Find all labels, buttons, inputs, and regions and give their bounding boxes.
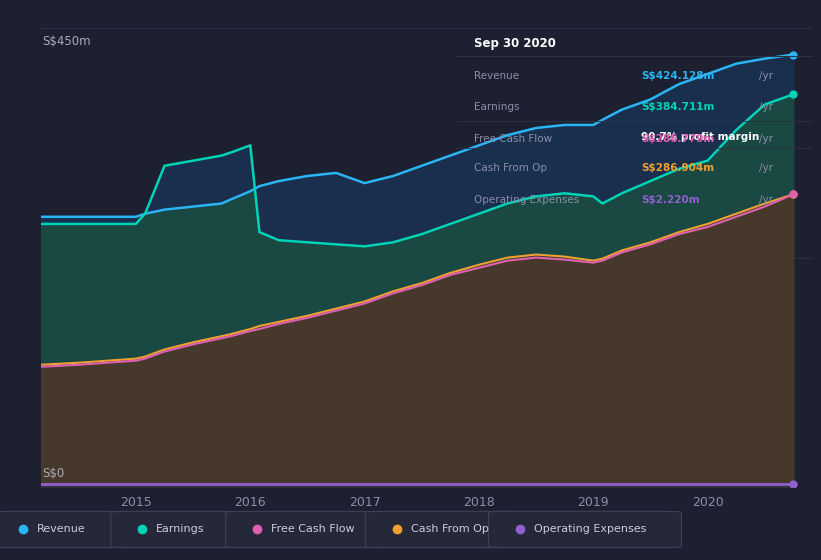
Text: S$286.779m: S$286.779m [641,134,714,144]
Text: Free Cash Flow: Free Cash Flow [474,134,552,144]
Text: Revenue: Revenue [474,71,519,81]
Text: /yr: /yr [759,102,773,112]
Text: Operating Expenses: Operating Expenses [474,195,579,204]
FancyBboxPatch shape [0,511,123,548]
Text: S$384.711m: S$384.711m [641,102,715,112]
FancyBboxPatch shape [488,511,681,548]
Text: Revenue: Revenue [37,524,85,534]
Text: Earnings: Earnings [156,524,204,534]
Text: S$424.128m: S$424.128m [641,71,715,81]
FancyBboxPatch shape [365,511,513,548]
Text: /yr: /yr [759,71,773,81]
FancyBboxPatch shape [111,511,238,548]
Text: /yr: /yr [759,195,773,204]
Text: S$450m: S$450m [43,35,91,48]
Text: S$0: S$0 [43,467,65,480]
Text: /yr: /yr [759,134,773,144]
Text: S$286.904m: S$286.904m [641,163,714,173]
Text: Cash From Op: Cash From Op [474,163,547,173]
Text: 90.7% profit margin: 90.7% profit margin [641,132,759,142]
Text: Free Cash Flow: Free Cash Flow [271,524,355,534]
Text: Earnings: Earnings [474,102,519,112]
FancyBboxPatch shape [226,511,378,548]
Text: Operating Expenses: Operating Expenses [534,524,646,534]
Text: /yr: /yr [759,163,773,173]
Text: Cash From Op: Cash From Op [410,524,488,534]
Text: Sep 30 2020: Sep 30 2020 [474,37,555,50]
Text: S$2.220m: S$2.220m [641,195,700,204]
